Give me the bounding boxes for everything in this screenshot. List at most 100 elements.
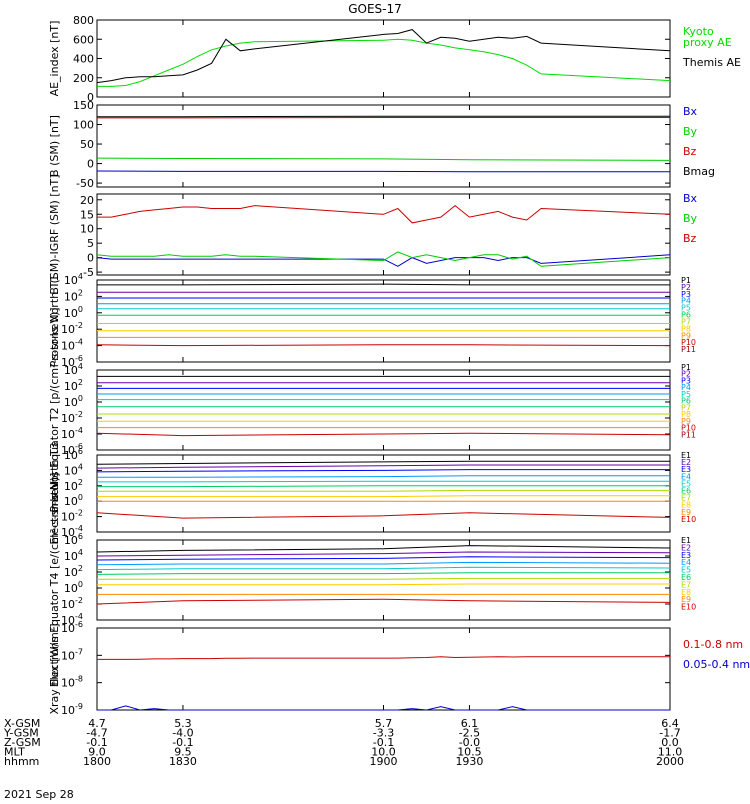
series-line-e5 [97,567,670,569]
panel-frame [97,194,670,275]
y-tick-label: 100 [64,305,83,320]
y-tick-label: 50 [80,138,94,151]
series-line-e3 [97,557,670,560]
series-line-0-1-0-8-nm [97,657,670,660]
y-tick-exponent: -7 [75,647,83,656]
series-line-e2 [97,552,670,556]
plot-title: GOES-17 [348,2,402,16]
ephemeris-value: 2000 [656,755,684,768]
y-tick-label: 100 [73,119,94,132]
y-tick-exponent: 0 [78,394,83,403]
legend-entry: Themis AE [682,56,741,69]
legend-entry: E10 [681,515,696,524]
series-line-e8 [97,496,670,497]
y-tick-label: 100 [64,394,83,409]
y-tick-exponent: 0 [78,493,83,502]
ephemeris-value: 1900 [370,755,398,768]
legend-entry: Bx [683,192,698,205]
y-tick-exponent: -2 [75,509,83,518]
series-line-e10 [97,513,670,518]
y-tick-label: 10 [80,223,94,236]
series-line-e4 [97,476,670,478]
y-tick-exponent: 6 [78,447,83,456]
series-line-kyoto-proxy-ae [97,39,670,86]
series-line-e8 [97,584,670,585]
y-tick-label: 104 [64,362,83,377]
series-line-by [97,158,670,160]
y-tick-label: 100 [64,493,83,508]
y-tick-exponent: 4 [78,272,83,281]
series-line-e1 [97,546,670,552]
legend-entry: 0.1-0.8 nm [683,638,743,651]
legend-entry: E10 [681,603,696,612]
y-tick-exponent: 4 [78,362,83,371]
series-line-e1 [97,461,670,464]
y-tick-exponent: -4 [75,426,83,435]
panel-frame [97,628,670,710]
series-line-e5 [97,481,670,482]
series-line-e3 [97,470,670,472]
legend-entry: Bz [683,232,697,245]
y-tick-exponent: 2 [78,288,83,297]
y-tick-label: 10-2 [61,321,83,336]
y-tick-exponent: 4 [78,462,83,471]
y-tick-exponent: -2 [75,410,83,419]
y-tick-exponent: 4 [78,548,83,557]
y-tick-label: 0 [87,252,94,265]
y-axis-label: Xray flux [W/m²] [48,623,61,714]
y-tick-exponent: 2 [78,478,83,487]
series-line-e7 [97,490,670,491]
series-line-p10 [97,433,670,435]
y-tick-label: 10-2 [61,410,83,425]
y-tick-exponent: -8 [75,675,83,684]
y-tick-label: 102 [64,564,83,579]
y-tick-exponent: -2 [75,321,83,330]
y-tick-label: -5 [83,266,94,279]
y-tick-label: 20 [80,194,94,207]
y-tick-label: 0 [87,158,94,171]
y-tick-exponent: -4 [75,338,83,347]
series-line-e6 [97,486,670,487]
y-tick-label: 150 [73,99,94,112]
y-tick-label: -50 [76,177,94,190]
y-tick-label: 200 [73,72,94,85]
y-tick-exponent: 2 [78,564,83,573]
y-tick-exponent: -2 [75,596,83,605]
legend-entry: By [683,125,698,138]
y-tick-label: 10-4 [61,338,83,353]
y-tick-exponent: 0 [78,580,83,589]
y-tick-label: 10-8 [61,675,83,690]
panel-frame [97,20,670,97]
y-tick-label: 600 [73,33,94,46]
y-tick-label: 10-2 [61,509,83,524]
y-tick-label: 106 [64,447,83,462]
y-tick-label: 400 [73,53,94,66]
series-line-themis-ae [97,30,670,83]
legend-entry: 0.05-0.4 nm [683,658,750,671]
y-tick-label: 102 [64,288,83,303]
y-tick-label: 10-7 [61,647,83,662]
legend-entry: P11 [681,345,696,354]
series-line-e7 [97,578,670,579]
y-axis-label: B (SM) [nT] [48,115,61,177]
panel-legend: 0.1-0.8 nm 0.05-0.4 nm [683,638,750,671]
panel-frame [97,455,670,532]
series-line-e4 [97,562,670,564]
y-tick-label: 104 [64,548,83,563]
legend-entry: Bmag [683,165,715,178]
y-tick-exponent: -6 [75,620,83,629]
y-tick-label: 104 [64,462,83,477]
y-tick-label: 10-4 [61,426,83,441]
